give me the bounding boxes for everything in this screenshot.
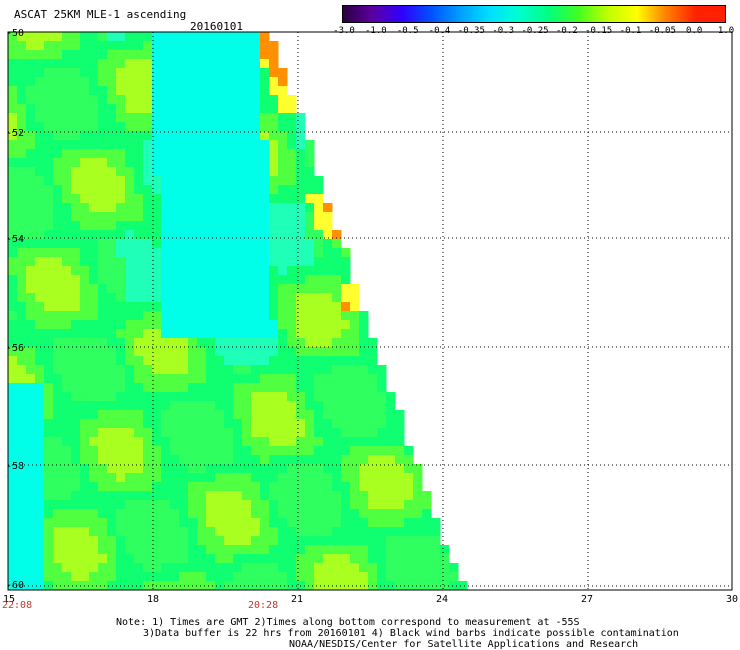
y-label-60: -60 <box>6 580 25 591</box>
colorbar-segment <box>666 6 696 22</box>
map-title: ASCAT 25KM MLE-1 ascending <box>14 8 187 21</box>
colorbar-segment <box>519 6 549 22</box>
x-label-18: 18 <box>147 594 160 605</box>
colorbar-segment <box>695 6 726 22</box>
colorbar-segment <box>343 6 373 22</box>
colorbar-label: -0.15 <box>585 26 613 36</box>
colorbar-segment <box>460 6 490 22</box>
y-label-56: -56 <box>6 343 25 354</box>
x-label-21: 21 <box>291 594 304 605</box>
y-label-50: -50 <box>6 28 25 39</box>
colorbar-label: -0.1 <box>619 26 642 36</box>
x-label-15: 15 <box>3 594 16 605</box>
y-label-54: -54 <box>6 234 25 245</box>
map-frame <box>7 31 733 591</box>
y-label-52: -52 <box>6 128 25 139</box>
colorbar-segment <box>636 6 667 22</box>
colorbar-segment <box>578 6 608 22</box>
x-label-24: 24 <box>436 594 449 605</box>
colorbar-label: -0.2 <box>555 26 578 36</box>
colorbar-label: 0.0 <box>686 26 703 36</box>
x-label-30: 30 <box>726 594 739 605</box>
colorbar-labels: -3.0 -1.0 -0.5 -0.4 -0.35 -0.3 -0.25 -0.2 -0.15-… <box>330 26 734 38</box>
y-label-58: -58 <box>6 461 25 472</box>
note-line-3: NOAA/NESDIS/Center for Satellite Applica… <box>289 639 639 650</box>
colorbar-label: -0.35 <box>457 26 485 36</box>
colorbar-label: -0.4 <box>428 26 451 36</box>
time-mid: 20:28 <box>248 600 279 611</box>
colorbar-label: -3.0 <box>333 26 355 36</box>
colorbar-label: -1.0 <box>364 26 387 36</box>
colorbar <box>342 5 726 23</box>
colorbar-segment <box>431 6 461 22</box>
note-line-2: 3)Data buffer is 22 hrs from 20160101 4)… <box>143 628 679 639</box>
colorbar-segment <box>548 6 579 22</box>
colorbar-label: 1.0 <box>717 26 735 36</box>
wind-cells <box>8 32 468 591</box>
colorbar-segment <box>401 6 432 22</box>
note-line-1: Note: 1) Times are GMT 2)Times along bot… <box>116 617 580 628</box>
colorbar-label: -0.3 <box>492 26 514 36</box>
x-label-27: 27 <box>581 594 594 605</box>
map-date: 20160101 <box>190 20 243 33</box>
colorbar-segment <box>372 6 402 22</box>
colorbar-segment <box>607 6 637 22</box>
colorbar-label: -0.5 <box>396 26 419 36</box>
time-start: 22:08 <box>2 600 33 611</box>
colorbar-label: -0.25 <box>521 26 549 36</box>
colorbar-segment <box>489 6 520 22</box>
colorbar-label: -0.05 <box>648 26 676 36</box>
